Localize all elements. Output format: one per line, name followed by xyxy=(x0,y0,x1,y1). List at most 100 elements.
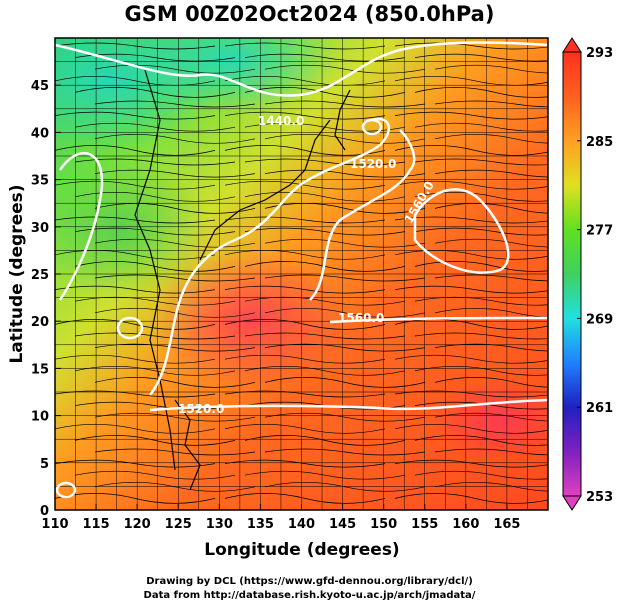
streamline xyxy=(394,493,548,504)
streamline xyxy=(244,53,406,62)
streamline xyxy=(74,365,236,376)
streamline xyxy=(394,249,548,260)
streamline xyxy=(264,377,426,388)
streamline xyxy=(224,493,386,504)
streamline xyxy=(394,111,548,120)
streamline xyxy=(55,493,216,504)
streamline xyxy=(414,365,548,376)
streamline xyxy=(394,285,548,294)
streamline xyxy=(55,249,216,260)
streamline xyxy=(434,412,548,422)
streamline xyxy=(94,377,256,388)
streamline xyxy=(414,87,548,98)
streamline xyxy=(244,191,406,202)
streamline xyxy=(264,448,426,456)
streamline xyxy=(394,354,548,364)
streamline xyxy=(394,42,548,50)
streamline xyxy=(74,401,236,410)
streamline xyxy=(74,122,236,132)
streamline xyxy=(244,435,406,446)
streamline xyxy=(434,169,548,178)
colorbar-tick-label: 253 xyxy=(586,490,613,505)
streamline xyxy=(264,238,426,248)
streamline xyxy=(94,169,256,178)
streamline xyxy=(414,158,548,166)
contour-label: 1440.0 xyxy=(258,114,304,128)
streamline xyxy=(434,274,548,282)
colorbar-tick-label: 261 xyxy=(586,401,613,416)
streamline xyxy=(394,459,548,468)
y-tick-label: 45 xyxy=(31,79,49,94)
streamline xyxy=(244,365,406,376)
x-tick-label: 135 xyxy=(247,517,274,532)
streamline xyxy=(414,401,548,410)
streamline xyxy=(414,122,548,132)
streamline xyxy=(94,412,256,422)
x-tick-label: 120 xyxy=(124,517,151,532)
streamline xyxy=(394,319,548,330)
streamline xyxy=(224,354,386,364)
streamline xyxy=(94,203,256,214)
streamline xyxy=(224,75,386,86)
streamline xyxy=(74,191,236,202)
contour-label: 1560.0 xyxy=(338,311,384,325)
streamline xyxy=(74,87,236,98)
streamline xyxy=(434,343,548,352)
streamline xyxy=(55,42,216,50)
streamline xyxy=(94,100,256,108)
streamline xyxy=(434,203,548,214)
streamline xyxy=(264,274,426,282)
streamline xyxy=(224,423,386,434)
streamline xyxy=(414,470,548,480)
streamline xyxy=(55,145,216,156)
streamline xyxy=(74,435,236,446)
y-tick-label: 0 xyxy=(40,504,49,519)
y-tick-label: 20 xyxy=(31,315,49,330)
streamline xyxy=(434,133,548,144)
streamline xyxy=(94,274,256,282)
x-tick-label: 160 xyxy=(452,517,479,532)
streamline xyxy=(55,111,216,120)
streamline xyxy=(434,238,548,248)
streamline xyxy=(55,319,216,330)
colorbar-ticks: 293 285 277 269 261 253 xyxy=(577,46,613,505)
x-axis-title: Longitude (degrees) xyxy=(204,540,399,560)
y-axis-title: Latitude (degrees) xyxy=(7,184,27,363)
streamline xyxy=(55,75,216,86)
map-field xyxy=(55,38,548,510)
streamline xyxy=(264,203,426,214)
streamline xyxy=(394,145,548,156)
contour-label: 1520.0 xyxy=(350,157,396,171)
colorbar-tick-label: 285 xyxy=(586,135,613,150)
streamline xyxy=(224,111,386,120)
grid-lines xyxy=(55,38,548,510)
contour-lines xyxy=(55,41,548,499)
streamline xyxy=(264,412,426,422)
chart-title: GSM 00Z02Oct2024 (850.0hPa) xyxy=(124,2,495,26)
streamline xyxy=(414,296,548,306)
streamline xyxy=(414,332,548,340)
x-tick-label: 140 xyxy=(288,517,315,532)
streamline xyxy=(94,133,256,144)
y-tick-label: 30 xyxy=(31,221,49,236)
streamline xyxy=(74,470,236,480)
streamline xyxy=(414,227,548,236)
x-tick-label: 165 xyxy=(493,517,520,532)
streamline xyxy=(94,307,256,318)
streamline xyxy=(224,249,386,260)
streamline xyxy=(434,481,548,492)
streamline xyxy=(434,448,548,456)
x-tick-label: 115 xyxy=(83,517,110,532)
x-tick-label: 150 xyxy=(370,517,397,532)
streamline xyxy=(94,238,256,248)
streamline xyxy=(434,377,548,388)
streamline xyxy=(394,180,548,190)
streamline xyxy=(434,100,548,108)
streamline xyxy=(224,216,386,224)
x-tick-label: 155 xyxy=(411,517,438,532)
streamline xyxy=(264,169,426,178)
colorbar-tick-label: 269 xyxy=(586,312,613,327)
streamline xyxy=(94,448,256,456)
streamline xyxy=(74,53,236,62)
streamline xyxy=(74,261,236,272)
